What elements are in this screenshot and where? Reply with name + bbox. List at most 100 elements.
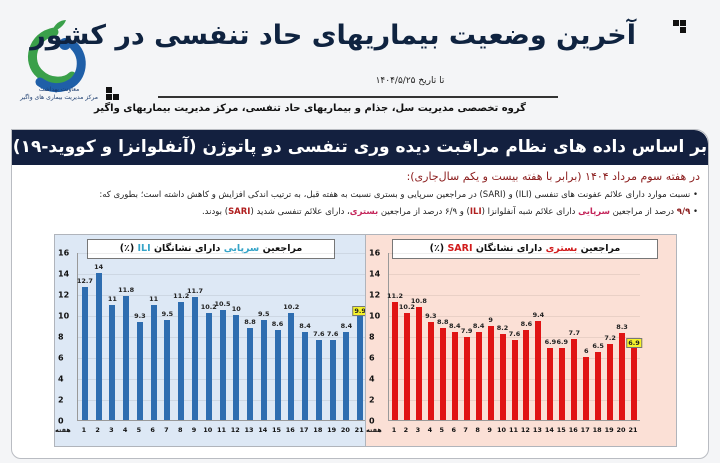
- x-tick: 17: [580, 426, 590, 434]
- data-label: 8.4: [340, 321, 353, 330]
- bullet-1: • نسبت موارد دارای علائم عفونت های تنفسی…: [99, 190, 698, 200]
- x-tick: 21: [354, 426, 364, 434]
- y-tick: 4: [369, 374, 375, 384]
- bar-week-11: [219, 309, 226, 420]
- data-label: 9.5: [161, 310, 174, 319]
- data-label: 7.6: [313, 330, 325, 339]
- x-tick: 10: [497, 426, 507, 434]
- bar-week-10: [205, 312, 212, 420]
- x-tick: 8: [475, 426, 480, 434]
- lead-text: در هفته سوم مرداد ۱۴۰۴ (برابر با هفته بی…: [406, 170, 700, 183]
- bullet-2-text: ، دارای علائم تنفسی شدید (: [250, 207, 350, 217]
- data-label: 12.7: [76, 276, 93, 285]
- data-label: 8.3: [616, 322, 628, 331]
- x-axis-label: هفته: [366, 426, 382, 434]
- y-tick: 2: [58, 395, 64, 405]
- x-tick: 2: [95, 426, 100, 434]
- x-tick: 5: [136, 426, 142, 434]
- x-tick: 4: [122, 426, 128, 434]
- bar-week-21: [631, 347, 638, 420]
- data-label: 9.3: [134, 312, 146, 321]
- y-tick: 16: [58, 248, 70, 258]
- bullet-2-text: دارای علائم شبه آنفلوانزا (: [481, 207, 579, 217]
- data-label: 9: [488, 315, 493, 324]
- bullet-2-text: ) و ۶/۹ درصد از مراجعین: [378, 207, 470, 217]
- bar-week-1: [81, 286, 88, 420]
- page-subtitle: گروه تخصصی مدیریت سل، جذام و بیماریهای ح…: [94, 103, 526, 114]
- data-label: 11.2: [173, 292, 190, 301]
- bar-week-11: [511, 340, 518, 420]
- gridline: [389, 295, 640, 296]
- bar-week-2: [95, 273, 102, 420]
- y-tick: 16: [369, 248, 381, 258]
- x-tick: 7: [463, 426, 468, 434]
- gridline: [389, 274, 640, 275]
- bar-week-9: [191, 297, 198, 420]
- x-tick: 3: [415, 426, 421, 434]
- x-tick: 18: [592, 426, 602, 434]
- x-tick: 21: [628, 426, 638, 434]
- bar-week-10: [499, 333, 506, 420]
- sari-chart-title: مراجعین بستری دارای نشانگان SARI (٪): [392, 239, 658, 259]
- x-tick: 8: [177, 426, 183, 434]
- bar-week-3: [109, 304, 116, 420]
- data-label: 11.2: [386, 292, 403, 301]
- plot-area: 11.2 10.2 10.8 9.3 8.8 8.4 7.9 8.4 9 8.2 7.6 8.6 9.4…: [386, 253, 642, 421]
- x-tick: 14: [258, 426, 268, 434]
- ili-percent: ۹/۹: [676, 207, 691, 217]
- y-tick: 8: [58, 332, 64, 342]
- data-label: 9.4: [532, 311, 545, 320]
- inpatient-highlight: بستری: [349, 207, 379, 217]
- y-tick: 12: [58, 290, 70, 300]
- bar-week-8: [475, 331, 482, 420]
- x-tick: 5: [439, 426, 445, 434]
- x-tick: 16: [285, 426, 295, 434]
- gridline: [389, 253, 640, 254]
- data-label: 8.2: [496, 323, 509, 332]
- gridline: [389, 316, 640, 317]
- bar-week-12: [523, 329, 530, 420]
- bar-week-15: [274, 329, 281, 420]
- data-label: 10: [231, 305, 241, 313]
- data-label: 10.8: [410, 296, 427, 305]
- gridline: [389, 337, 640, 338]
- title-tag: SARI: [447, 243, 473, 254]
- bar-week-7: [164, 320, 171, 420]
- x-tick: 17: [299, 426, 309, 434]
- x-tick: 6: [150, 426, 155, 434]
- bar-week-5: [136, 322, 143, 420]
- title-tag: ILI: [137, 243, 151, 254]
- bar-week-12: [233, 315, 240, 420]
- bar-week-13: [535, 321, 542, 420]
- gridline: [78, 274, 367, 275]
- logo-line-2: مرکز مدیریت بیماری های واگیر: [20, 94, 98, 101]
- bar-week-9: [487, 325, 494, 420]
- x-tick: 11: [216, 426, 227, 434]
- bar-week-17: [302, 331, 309, 420]
- x-tick: 7: [164, 426, 169, 434]
- logo-line-1: معاونت بهداشت: [38, 86, 80, 93]
- data-label: 6.9: [556, 337, 569, 346]
- bar-week-13: [247, 327, 254, 420]
- x-tick: 15: [556, 426, 566, 434]
- data-label: 14: [94, 263, 104, 271]
- outpatient-highlight: سرپایی: [578, 207, 610, 217]
- decorative-dots-icon: [106, 87, 119, 100]
- bullet-2-text: درصد از مراجعین: [609, 207, 677, 217]
- x-tick: 3: [109, 426, 114, 434]
- y-tick: 0: [369, 416, 375, 426]
- data-label: 10.2: [283, 302, 300, 311]
- x-tick: 1: [391, 426, 397, 434]
- bar-week-1: [391, 302, 398, 420]
- data-label: 7.7: [568, 329, 581, 338]
- bar-week-17: [583, 357, 590, 420]
- y-tick: 10: [369, 311, 381, 321]
- x-tick: 19: [327, 426, 337, 434]
- data-label: 8.8: [437, 317, 449, 326]
- x-tick: 11: [508, 426, 519, 434]
- y-tick: 0: [58, 416, 64, 426]
- x-tick: 2: [403, 426, 409, 434]
- y-tick: 12: [369, 290, 381, 300]
- x-tick: 15: [272, 426, 282, 434]
- bar-week-8: [178, 302, 185, 420]
